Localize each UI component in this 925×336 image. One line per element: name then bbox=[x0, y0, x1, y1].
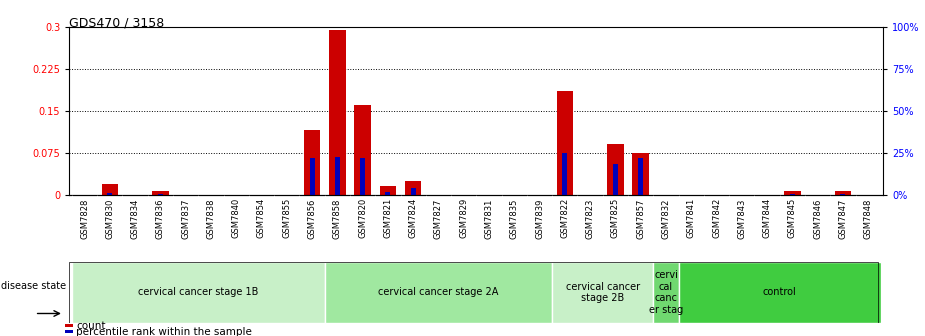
Bar bbox=[679, 262, 881, 323]
Bar bbox=[405, 181, 422, 195]
Text: GSM7822: GSM7822 bbox=[561, 198, 570, 239]
Text: GSM7844: GSM7844 bbox=[762, 198, 771, 239]
Text: GSM7827: GSM7827 bbox=[434, 198, 443, 239]
Text: cervical cancer stage 2A: cervical cancer stage 2A bbox=[378, 287, 499, 297]
Text: GSM7828: GSM7828 bbox=[80, 198, 89, 239]
Text: control: control bbox=[763, 287, 796, 297]
Bar bbox=[107, 193, 112, 195]
Text: GSM7843: GSM7843 bbox=[737, 198, 746, 239]
Text: GDS470 / 3158: GDS470 / 3158 bbox=[69, 17, 165, 30]
Text: GSM7841: GSM7841 bbox=[686, 198, 696, 239]
Text: GSM7834: GSM7834 bbox=[130, 198, 140, 239]
Text: GSM7845: GSM7845 bbox=[788, 198, 796, 239]
Text: GSM7840: GSM7840 bbox=[232, 198, 241, 239]
Bar bbox=[335, 157, 339, 195]
Text: cervi
cal
canc
er stag: cervi cal canc er stag bbox=[648, 270, 683, 315]
Bar bbox=[841, 194, 845, 195]
Text: GSM7832: GSM7832 bbox=[661, 198, 671, 239]
Text: GSM7846: GSM7846 bbox=[813, 198, 822, 239]
Bar bbox=[834, 191, 851, 195]
Text: GSM7836: GSM7836 bbox=[156, 198, 165, 239]
Bar bbox=[607, 144, 623, 195]
Text: GSM7823: GSM7823 bbox=[586, 198, 595, 239]
Text: GSM7831: GSM7831 bbox=[485, 198, 494, 239]
Text: GSM7829: GSM7829 bbox=[459, 198, 468, 239]
Text: GSM7839: GSM7839 bbox=[535, 198, 544, 239]
Text: GSM7821: GSM7821 bbox=[383, 198, 392, 239]
Bar bbox=[386, 192, 390, 195]
Text: GSM7820: GSM7820 bbox=[358, 198, 367, 239]
Text: cervical cancer stage 1B: cervical cancer stage 1B bbox=[138, 287, 258, 297]
Bar bbox=[72, 262, 325, 323]
Text: GSM7837: GSM7837 bbox=[181, 198, 191, 239]
Bar bbox=[653, 262, 679, 323]
Bar bbox=[552, 262, 653, 323]
Text: percentile rank within the sample: percentile rank within the sample bbox=[76, 327, 252, 336]
Text: GSM7842: GSM7842 bbox=[712, 198, 721, 239]
Text: cervical cancer
stage 2B: cervical cancer stage 2B bbox=[566, 282, 640, 303]
Text: GSM7838: GSM7838 bbox=[206, 198, 216, 239]
Text: GSM7854: GSM7854 bbox=[257, 198, 266, 239]
Text: GSM7835: GSM7835 bbox=[510, 198, 519, 239]
Bar bbox=[562, 153, 567, 195]
Bar bbox=[310, 159, 314, 195]
Text: disease state: disease state bbox=[1, 281, 66, 291]
Text: GSM7847: GSM7847 bbox=[838, 198, 847, 239]
Bar bbox=[411, 188, 415, 195]
Text: GSM7824: GSM7824 bbox=[409, 198, 418, 239]
Text: count: count bbox=[76, 321, 105, 331]
Text: GSM7825: GSM7825 bbox=[610, 198, 620, 239]
Bar bbox=[325, 262, 552, 323]
Bar bbox=[613, 164, 618, 195]
Bar bbox=[557, 91, 574, 195]
Bar bbox=[153, 191, 168, 195]
Bar bbox=[784, 191, 800, 195]
Text: GSM7855: GSM7855 bbox=[282, 198, 291, 239]
Bar bbox=[158, 194, 163, 195]
Bar bbox=[102, 184, 118, 195]
Bar bbox=[633, 153, 649, 195]
Bar bbox=[65, 330, 73, 333]
Bar bbox=[65, 324, 73, 327]
Text: GSM7858: GSM7858 bbox=[333, 198, 342, 239]
Bar bbox=[354, 105, 371, 195]
Bar bbox=[379, 186, 396, 195]
Bar bbox=[638, 159, 643, 195]
Bar bbox=[329, 30, 346, 195]
Text: GSM7848: GSM7848 bbox=[864, 198, 872, 239]
Text: GSM7856: GSM7856 bbox=[307, 198, 316, 239]
Text: GSM7857: GSM7857 bbox=[636, 198, 646, 239]
Bar bbox=[303, 130, 320, 195]
Bar bbox=[790, 194, 795, 195]
Text: GSM7830: GSM7830 bbox=[105, 198, 115, 239]
Bar bbox=[360, 159, 365, 195]
